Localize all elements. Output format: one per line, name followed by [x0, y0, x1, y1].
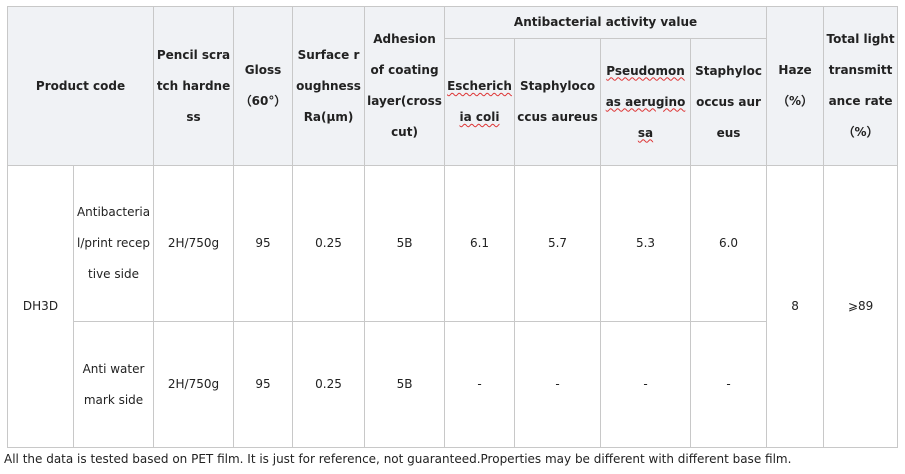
header-transmittance: Total light transmittance rate（%）	[823, 6, 899, 166]
pseudomonas-value: 5.3	[600, 165, 692, 322]
pseudomonas-value: -	[600, 321, 692, 448]
header-staph-aureus-2: Staphylococcus aureus	[690, 38, 768, 166]
header-haze: Haze（%）	[766, 6, 825, 166]
header-adhesion: Adhesion of coating layer(crosscut)	[364, 6, 446, 166]
table-row: Anti water mark side 2H/750g 95 0.25 5B …	[8, 321, 898, 448]
adhesion-cell: 5B	[364, 321, 446, 448]
transmittance-value: ⩾89	[823, 165, 899, 448]
product-code-cell: DH3D	[7, 165, 74, 448]
side-cell: Anti water mark side	[72, 321, 155, 448]
header-surface-roughness: Surface roughness Ra(μm)	[292, 6, 366, 166]
table-row: DH3D Antibacterial/print receptive side …	[7, 165, 899, 448]
staph-aureus-2-value: 6.0	[690, 165, 768, 322]
staph-aureus-value: 5.7	[514, 165, 602, 322]
gloss-cell: 95	[233, 165, 294, 322]
roughness-cell: 0.25	[292, 165, 366, 322]
adhesion-cell: 5B	[364, 165, 446, 322]
side-cell: Antibacterial/print receptive side	[72, 165, 155, 322]
header-e-coli: Escherichia coli	[444, 38, 516, 166]
e-coli-value: -	[444, 321, 516, 448]
e-coli-value: 6.1	[444, 165, 516, 322]
header-product-code: Product code	[6, 6, 155, 166]
header-pencil-hardness: Pencil scratch hardness	[153, 6, 235, 166]
haze-value: 8	[766, 165, 825, 448]
pencil-cell: 2H/750g	[153, 165, 235, 322]
header-antibacterial: Antibacterial activity value	[444, 6, 768, 39]
header-gloss: Gloss（60°）	[233, 6, 294, 166]
staph-aureus-2-value: -	[690, 321, 768, 448]
staph-aureus-value: -	[514, 321, 602, 448]
gloss-cell: 95	[233, 321, 294, 448]
header-staph-aureus: Staphylococcus aureus	[514, 38, 602, 166]
pencil-cell: 2H/750g	[153, 321, 235, 448]
spec-table: Product code Pencil scratch hardness Glo…	[6, 6, 899, 448]
footnote: All the data is tested based on PET film…	[4, 452, 792, 466]
header-pseudomonas: Pseudomonas aeruginosa	[600, 38, 692, 166]
roughness-cell: 0.25	[292, 321, 366, 448]
